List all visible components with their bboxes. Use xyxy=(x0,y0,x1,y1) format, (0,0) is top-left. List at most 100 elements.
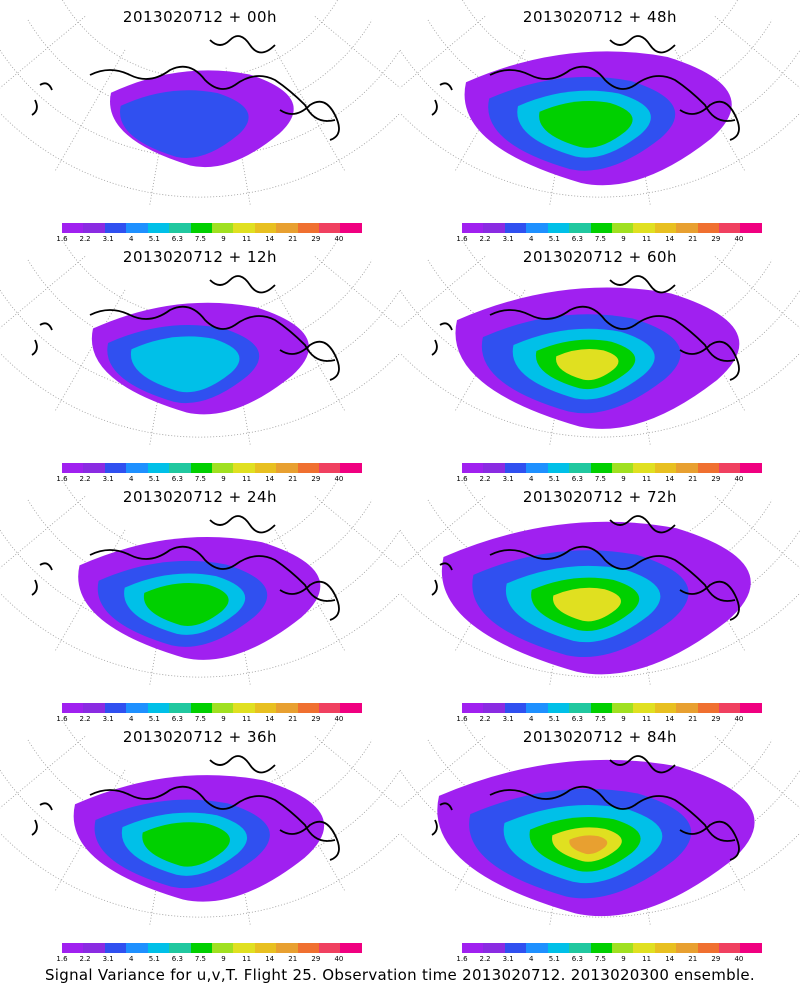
colorbar-swatch xyxy=(62,463,84,473)
latitude-gridline xyxy=(0,352,400,438)
colorbar-swatch xyxy=(319,223,341,233)
colorbar-labels: 1.6 2.2 3.1 4 5.1 6.3 7.5 9 11 14 21 29 40 xyxy=(456,475,762,485)
colorbar-swatch xyxy=(297,943,320,953)
colorbar-tick-label: 9 xyxy=(621,235,626,243)
colorbar-tick-label: 2.2 xyxy=(79,475,91,483)
colorbar-tick-label: 3.1 xyxy=(102,475,114,483)
colorbar-swatch xyxy=(633,463,655,473)
colorbar-tick-label: 7.5 xyxy=(594,955,607,963)
colorbar xyxy=(462,223,762,233)
longitude-gridline xyxy=(0,16,86,89)
colorbar-swatch xyxy=(83,943,105,953)
colorbar-tick-label: 9 xyxy=(221,715,226,723)
colorbar-tick-label: 6.3 xyxy=(571,715,583,723)
colorbar-tick-label: 5.1 xyxy=(148,475,160,483)
colorbar-swatch xyxy=(276,463,298,473)
colorbar-tick-label: 5.1 xyxy=(548,235,560,243)
latitude-gridline xyxy=(0,832,400,918)
colorbar-swatch xyxy=(719,223,741,233)
colorbar-swatch xyxy=(190,463,212,473)
colorbar-swatch xyxy=(126,943,148,953)
longitude-gridline xyxy=(274,289,346,412)
panel-title: 2013020712 + 60h xyxy=(522,248,678,266)
colorbar-tick-label: 21 xyxy=(288,955,298,963)
colorbar-tick-label: 14 xyxy=(665,955,675,963)
colorbar-tick-label: 7.5 xyxy=(594,715,607,723)
colorbar-swatch xyxy=(569,223,591,233)
longitude-gridline xyxy=(314,256,400,329)
colorbar-swatch xyxy=(740,463,762,473)
figure-caption: Signal Variance for u,v,T. Flight 25. Ob… xyxy=(44,966,756,984)
colorbar-swatch xyxy=(276,703,298,713)
colorbar-tick-label: 1.6 xyxy=(456,475,468,483)
coastline xyxy=(431,755,740,861)
colorbar-swatch xyxy=(526,703,548,713)
colorbar-tick-label: 4 xyxy=(528,955,534,963)
colorbar-swatch xyxy=(340,943,362,953)
variance-contour xyxy=(539,100,633,148)
colorbar-swatch xyxy=(254,703,277,713)
colorbar-swatch xyxy=(254,223,277,233)
longitude-gridline xyxy=(714,16,800,89)
colorbar-tick-label: 9 xyxy=(221,475,226,483)
colorbar-swatch xyxy=(590,703,612,713)
longitude-gridline xyxy=(314,496,400,569)
colorbar-swatch xyxy=(590,463,612,473)
colorbar-tick-label: 40 xyxy=(334,955,344,963)
colorbar-swatch xyxy=(340,223,362,233)
colorbar-tick-label: 7.5 xyxy=(194,475,207,483)
colorbar-swatch xyxy=(526,223,548,233)
colorbar-swatch xyxy=(740,943,762,953)
colorbar-tick-label: 29 xyxy=(711,235,721,243)
colorbar-tick-label: 21 xyxy=(288,715,298,723)
colorbar-swatch xyxy=(190,703,212,713)
colorbar-swatch xyxy=(211,943,234,953)
map-panel: 2013020712 + 48h 1.6 2.2 3.1 4 5.1 6.3 7.5 9 11 14… xyxy=(400,0,800,243)
colorbar-swatch xyxy=(233,703,255,713)
colorbar-labels: 1.6 2.2 3.1 4 5.1 6.3 7.5 9 11 14 21 29 40 xyxy=(56,475,362,485)
colorbar-tick-label: 14 xyxy=(265,715,275,723)
colorbar-tick-label: 11 xyxy=(642,955,652,963)
map-panel: 2013020712 + 72h 1.6 2.2 3.1 4 5.1 6.3 7.5 9 11 14… xyxy=(400,480,800,723)
colorbar-tick-label: 1.6 xyxy=(456,235,468,243)
colorbar-swatch xyxy=(483,703,505,713)
colorbar-tick-label: 11 xyxy=(642,235,652,243)
coastline xyxy=(31,35,340,141)
colorbar-swatch xyxy=(83,463,105,473)
colorbar-swatch xyxy=(62,703,84,713)
colorbar xyxy=(62,943,362,953)
colorbar-swatch xyxy=(340,703,362,713)
colorbar-swatch xyxy=(654,463,677,473)
colorbar-swatch xyxy=(319,703,341,713)
colorbar-swatch xyxy=(697,223,720,233)
colorbar-swatch xyxy=(676,223,698,233)
colorbar-tick-label: 2.2 xyxy=(79,715,91,723)
colorbar-swatch xyxy=(547,943,570,953)
colorbar-swatch xyxy=(190,943,212,953)
colorbar-swatch xyxy=(233,463,255,473)
colorbar-swatch xyxy=(147,463,170,473)
colorbar-tick-label: 14 xyxy=(665,475,675,483)
colorbar-tick-label: 21 xyxy=(688,475,698,483)
colorbar-swatch xyxy=(104,703,127,713)
colorbar-tick-label: 5.1 xyxy=(548,955,560,963)
colorbar-swatch xyxy=(547,463,570,473)
colorbar-swatch xyxy=(590,943,612,953)
colorbar-tick-label: 4 xyxy=(128,235,134,243)
colorbar-tick-label: 40 xyxy=(734,715,744,723)
colorbar-tick-label: 7.5 xyxy=(194,235,207,243)
longitude-gridline xyxy=(0,496,86,569)
colorbar-tick-label: 11 xyxy=(242,475,252,483)
colorbar-tick-label: 6.3 xyxy=(571,955,583,963)
colorbar-labels: 1.6 2.2 3.1 4 5.1 6.3 7.5 9 11 14 21 29 40 xyxy=(56,955,362,965)
longitude-gridline xyxy=(0,736,86,809)
colorbar-tick-label: 21 xyxy=(688,955,698,963)
panel-title: 2013020712 + 36h xyxy=(122,728,278,746)
colorbar-tick-label: 1.6 xyxy=(56,475,68,483)
longitude-gridline xyxy=(54,49,126,172)
colorbar-swatch xyxy=(569,703,591,713)
colorbar-tick-label: 14 xyxy=(265,955,275,963)
colorbar-tick-label: 11 xyxy=(242,235,252,243)
colorbar-tick-label: 29 xyxy=(311,955,321,963)
colorbar-swatch xyxy=(233,223,255,233)
